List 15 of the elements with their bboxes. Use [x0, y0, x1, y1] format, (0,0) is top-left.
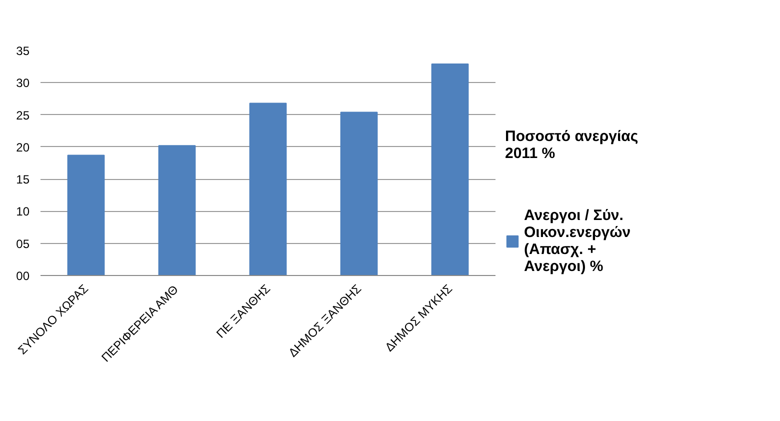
- text: Ποσοστό ανεργίας 2011 %: [505, 128, 638, 162]
- y-tick-label: 30: [16, 76, 30, 90]
- bar: [340, 112, 378, 276]
- bar: [158, 145, 196, 276]
- y-tick-label: 00: [16, 269, 30, 283]
- y-tick-label: 05: [16, 236, 30, 251]
- bar: [67, 154, 105, 276]
- y-tick-label: 35: [16, 44, 30, 58]
- y-tick-label: 10: [16, 204, 30, 219]
- y-tick-label: 20: [16, 140, 30, 154]
- legend-label: Ανεργοι / Σύν. Οικον.ενεργών (Απασχ. + Ανεργοι) %: [524, 207, 631, 275]
- bar: [431, 64, 469, 276]
- y-tick-label: 15: [16, 172, 30, 187]
- y-tick-label: 25: [16, 108, 30, 122]
- bar: [249, 102, 287, 276]
